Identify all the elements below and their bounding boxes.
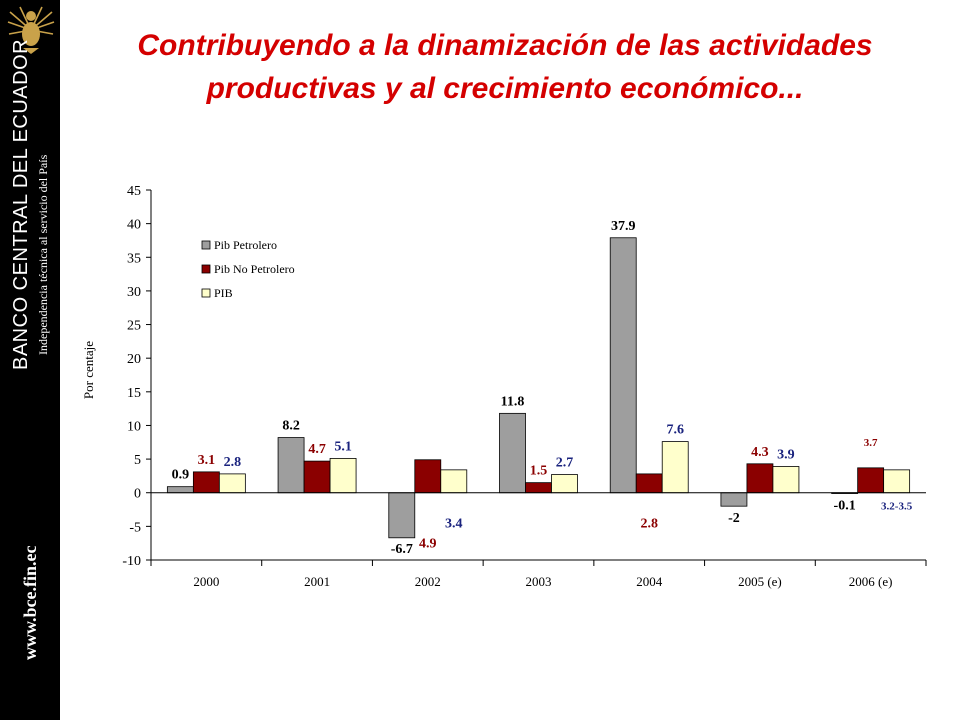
condor-seal-icon xyxy=(7,6,55,54)
website-link[interactable]: www.bce.fin.ec xyxy=(20,545,40,660)
bar-pib-no-petrolero xyxy=(635,473,663,494)
bar-pib xyxy=(883,469,911,494)
data-label: 11.8 xyxy=(501,394,525,409)
bar-chart: Por centaje 45 40 35 30 25 20 15 10 5 0 -5 -10 2000 2… xyxy=(81,184,927,589)
legend-swatch xyxy=(201,288,211,298)
data-label: 4.7 xyxy=(308,442,326,457)
bar-pib-petrolero xyxy=(388,492,416,539)
bar-pib xyxy=(772,466,800,494)
data-label: 2.7 xyxy=(556,456,574,471)
data-label: 3.7 xyxy=(864,437,878,449)
bank-tagline: Independencia técnica al servicio del Pa… xyxy=(36,154,50,355)
legend-entry: PIB xyxy=(214,286,233,300)
y-axis-label: Por centaje xyxy=(81,341,96,399)
y-axis-title: Por centaje xyxy=(81,341,96,399)
data-label: 1.5 xyxy=(530,464,548,479)
y-tick-label: 30 xyxy=(127,285,141,300)
bar-pib xyxy=(661,441,689,494)
y-tick-label: 45 xyxy=(127,184,141,199)
legend-entry: Pib No Petrolero xyxy=(214,262,295,276)
y-tick-label: 40 xyxy=(127,218,141,233)
data-label: 8.2 xyxy=(282,419,300,434)
x-tick-label: 2000 xyxy=(193,574,219,589)
y-tick-label: 10 xyxy=(127,419,141,434)
y-tick-label: 0 xyxy=(134,487,141,502)
bar-pib xyxy=(329,458,357,494)
bar-pib-no-petrolero xyxy=(857,467,885,494)
data-label: 3.2-3.5 xyxy=(881,501,913,513)
bar-pib-petrolero xyxy=(499,412,526,494)
y-tick-label: 20 xyxy=(127,352,141,367)
data-label: 5.1 xyxy=(334,439,352,454)
bar-pib-petrolero xyxy=(277,437,305,494)
legend: Pib Petrolero Pib No Petrolero PIB xyxy=(201,238,295,300)
data-label: 3.4 xyxy=(445,517,463,532)
bar-pib-no-petrolero xyxy=(192,471,220,494)
data-label: 2.8 xyxy=(640,517,658,532)
bar-pib-petrolero xyxy=(609,237,637,494)
data-label: -2 xyxy=(728,511,740,526)
data-label: 4.3 xyxy=(751,445,769,460)
legend-swatch xyxy=(201,264,211,274)
y-tick-label: 15 xyxy=(127,386,141,401)
bar-pib-petrolero xyxy=(720,492,748,507)
x-tick-label: 2004 xyxy=(636,574,663,589)
bar-pib xyxy=(440,469,468,494)
sidebar: BANCO CENTRAL DEL ECUADOR Independencia … xyxy=(0,0,60,720)
bar-pib xyxy=(218,473,246,494)
bank-name: BANCO CENTRAL DEL ECUADOR xyxy=(10,38,32,370)
y-tick-label: 35 xyxy=(127,251,141,266)
data-label: 0.9 xyxy=(172,468,190,483)
legend-swatch xyxy=(201,240,211,250)
y-tick-label: 5 xyxy=(134,453,141,468)
bar-pib-petrolero xyxy=(166,486,194,494)
x-tick-label: 2006 (e) xyxy=(849,574,893,589)
legend-entry: Pib Petrolero xyxy=(214,238,277,252)
bar-pib-no-petrolero xyxy=(525,482,552,494)
y-tick-label: -10 xyxy=(122,554,141,569)
y-tick-label: 25 xyxy=(127,319,141,334)
bar-pib-no-petrolero xyxy=(414,459,442,494)
data-label: 3.1 xyxy=(198,453,216,468)
data-label: 4.9 xyxy=(419,537,437,552)
bar-pib xyxy=(551,474,578,494)
page-title: Contribuyendo a la dinamización de las a… xyxy=(137,29,873,105)
x-tick-label: 2003 xyxy=(526,574,552,589)
data-label: 37.9 xyxy=(611,219,636,234)
data-label: 2.8 xyxy=(224,455,242,470)
data-label: 7.6 xyxy=(666,423,684,438)
bar-pib-no-petrolero xyxy=(303,460,331,494)
bar-pib-no-petrolero xyxy=(746,463,774,494)
x-tick-label: 2001 xyxy=(304,574,330,589)
data-label: -0.1 xyxy=(834,498,856,513)
data-label: 3.9 xyxy=(777,447,795,462)
x-tick-label: 2005 (e) xyxy=(738,574,782,589)
y-tick-label: -5 xyxy=(129,520,141,535)
x-tick-label: 2002 xyxy=(415,574,441,589)
data-label: -6.7 xyxy=(391,542,413,557)
